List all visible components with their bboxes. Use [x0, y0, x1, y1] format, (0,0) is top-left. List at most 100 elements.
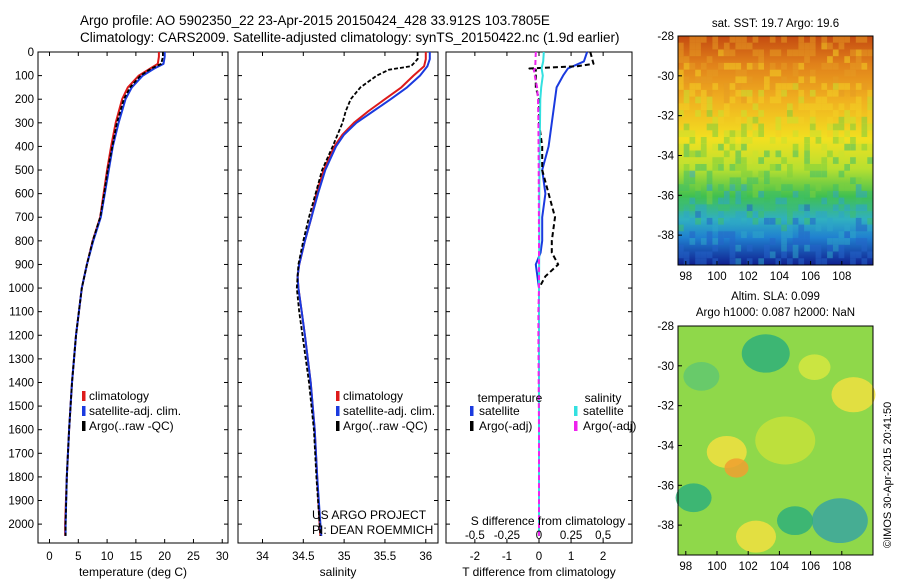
sst-cell [850, 49, 856, 57]
map-ytick-label: -36 [657, 480, 674, 492]
sst-cell [827, 116, 833, 124]
ytick-label: 1700 [8, 448, 34, 460]
sla-anomaly [741, 334, 790, 373]
sst-cell [678, 197, 684, 205]
sst-cell [735, 244, 742, 252]
sst-cell [850, 123, 856, 131]
sst-cell [838, 197, 845, 205]
sst-cell [792, 116, 799, 124]
sst-cell [787, 164, 793, 171]
sst-cell [706, 238, 713, 245]
ytick-label: 100 [15, 71, 34, 83]
sst-cell [746, 184, 753, 191]
sla-anomaly [675, 483, 712, 513]
sst-cell [741, 42, 747, 50]
map-subtitle: Argo h1000: 0.087 h2000: NaN [696, 307, 855, 319]
sst-cell [804, 157, 810, 164]
sst-cell [718, 116, 724, 124]
sst-cell [775, 197, 782, 205]
sst-cell [700, 258, 707, 265]
sst-cell [695, 49, 701, 57]
map-frame [677, 325, 874, 556]
sst-cell [798, 224, 805, 232]
sst-cell [867, 224, 873, 232]
sst-cell [735, 150, 742, 158]
sst-cell [850, 258, 856, 265]
sst-cell [689, 137, 696, 144]
sst-cell [741, 130, 747, 137]
sst-cell [683, 177, 690, 185]
sst-cell [695, 258, 701, 265]
sst-cell [746, 76, 753, 84]
legend-group-label: temperature [478, 391, 543, 405]
sst-cell [706, 69, 713, 77]
sst-cell [678, 42, 684, 50]
sst-cell [706, 110, 713, 117]
sst-cell [838, 170, 845, 178]
sst-cell [815, 211, 822, 218]
sst-cell [735, 157, 742, 164]
sst-cell [838, 83, 845, 90]
sst-cell [867, 217, 873, 225]
series-salinity-argo-adj- [532, 51, 540, 536]
plot-frame-salinity [237, 51, 439, 544]
series-satellite-adj-clim- [64, 52, 166, 536]
sst-cell [838, 116, 845, 124]
sst-cell [838, 244, 845, 252]
sst-cell [700, 137, 707, 144]
sst-cell [821, 103, 828, 111]
sst-cell [746, 244, 753, 252]
sst-cell [678, 76, 684, 84]
sst-cell [769, 190, 776, 198]
sst-cell [706, 177, 713, 185]
panel-salinity: 34 34.5 35 35.5 36 salinity climatologysatelli… [237, 51, 439, 579]
sst-cell [683, 157, 690, 164]
sst-cell [809, 217, 816, 225]
sst-cell [809, 76, 816, 84]
sst-cell [752, 211, 759, 218]
sst-cell [758, 89, 764, 97]
map-ytick-label: -34 [657, 150, 674, 162]
legend-swatch [574, 406, 578, 416]
sst-cell [821, 42, 828, 50]
sst-cell [855, 224, 862, 232]
map-xtick-label: 106 [801, 561, 820, 573]
map-xtick-label: 102 [739, 271, 758, 283]
sst-cell [792, 62, 799, 70]
sst-cell [683, 89, 690, 97]
sst-cell [695, 217, 701, 225]
sst-cell [758, 130, 764, 137]
xtick-label: 5 [75, 551, 81, 563]
sst-cell [729, 164, 736, 171]
map-xtick-label: 100 [707, 561, 726, 573]
sst-cell [821, 62, 828, 70]
sst-cell [678, 130, 684, 137]
sst-cell [798, 238, 805, 245]
sst-cell [821, 170, 828, 178]
sst-cell [832, 157, 839, 164]
sst-cell [850, 251, 856, 259]
sst-cell [746, 62, 753, 70]
sst-cell [752, 197, 759, 205]
ytick-label: 1400 [8, 377, 34, 389]
sst-cell [758, 258, 764, 265]
sst-cell [746, 137, 753, 144]
legend-label: satellite-adj. clim. [343, 404, 435, 418]
legend-label: Argo(-adj) [583, 419, 636, 433]
sst-cell [781, 137, 787, 144]
sst-cell [844, 224, 850, 232]
sst-cell [855, 197, 862, 205]
sst-cell [821, 96, 828, 104]
legend-swatch [336, 421, 340, 431]
sst-cell [781, 238, 787, 245]
xtick-label: 25 [187, 551, 200, 563]
sst-cell [815, 251, 822, 259]
xtick-label: 2 [600, 551, 606, 563]
legend-label: Argo(-adj) [479, 419, 532, 433]
sst-cell [678, 49, 684, 57]
sst-cell [712, 258, 719, 265]
xtick-label-secondary: -0.25 [494, 530, 520, 542]
sst-cell [718, 197, 724, 205]
sst-cell [787, 197, 793, 205]
sst-cell [827, 123, 833, 131]
